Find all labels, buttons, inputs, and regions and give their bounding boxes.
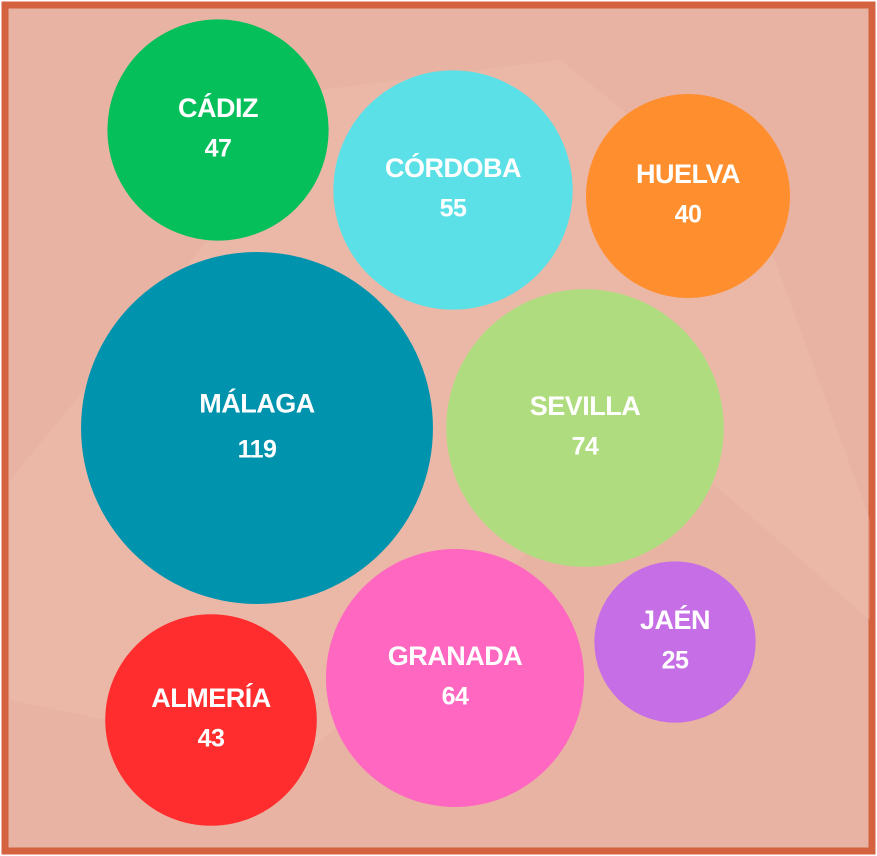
bubble-value: 47 [205,135,232,163]
bubble-label: MÁLAGA [199,387,314,418]
bubble-label: CÁDIZ [178,92,258,123]
bubble [585,93,791,299]
bubble-value: 64 [442,683,469,711]
bubble-label: ALMERÍA [151,682,271,713]
bubble-value: 55 [440,195,467,223]
bubble-value: 74 [572,433,599,461]
bubble-label: HUELVA [636,159,740,189]
bubble-value: 119 [238,435,277,463]
bubble-label: GRANADA [388,641,523,671]
bubble [105,614,317,826]
bubble [107,19,329,241]
bubble [325,548,585,808]
bubble [594,561,756,723]
bubble [446,289,724,567]
bubble-label: JAÉN [640,604,710,635]
bubble-value: 40 [675,201,702,229]
bubble-label: SEVILLA [530,391,641,421]
bubble [333,70,573,310]
bubble-label: CÓRDOBA [385,152,521,183]
bubble-value: 43 [198,725,225,753]
bubble-value: 25 [662,647,689,675]
bubble [81,252,433,604]
